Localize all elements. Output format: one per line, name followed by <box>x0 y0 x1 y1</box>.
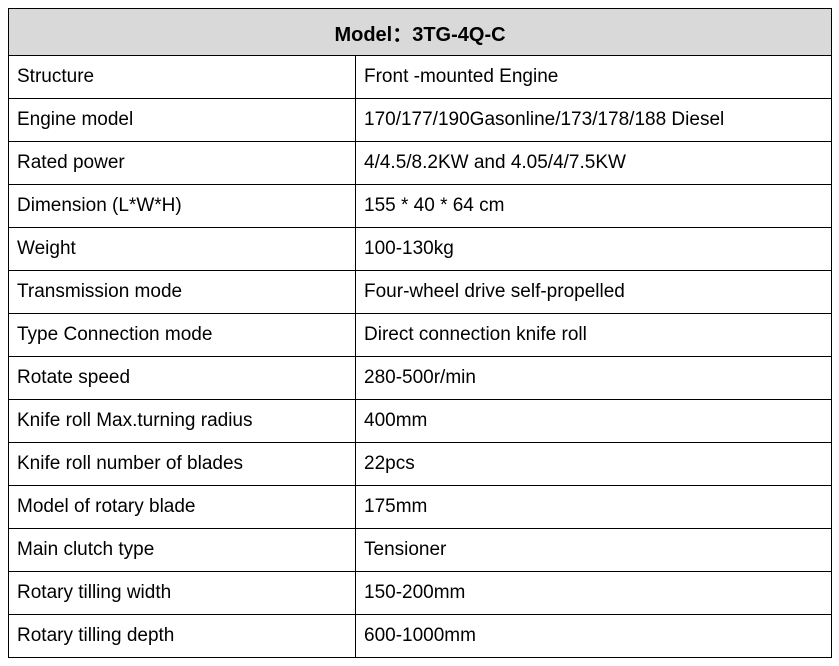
spec-value: 280-500r/min <box>356 357 832 400</box>
table-row: Knife roll Max.turning radius400mm <box>9 400 832 443</box>
spec-label: Engine model <box>9 99 356 142</box>
table-row: Rotary tilling depth600-1000mm <box>9 615 832 658</box>
spec-value: Four-wheel drive self-propelled <box>356 271 832 314</box>
spec-value: 155 * 40 * 64 cm <box>356 185 832 228</box>
table-row: Dimension (L*W*H)155 * 40 * 64 cm <box>9 185 832 228</box>
spec-table-body: StructureFront -mounted Engine Engine mo… <box>9 56 832 658</box>
spec-value: Front -mounted Engine <box>356 56 832 99</box>
spec-value: 4/4.5/8.2KW and 4.05/4/7.5KW <box>356 142 832 185</box>
spec-label: Rotate speed <box>9 357 356 400</box>
header-prefix: Model： <box>334 24 412 46</box>
table-header: Model：3TG-4Q-C <box>9 9 832 56</box>
spec-label: Type Connection mode <box>9 314 356 357</box>
spec-value: 100-130kg <box>356 228 832 271</box>
spec-value: 150-200mm <box>356 572 832 615</box>
spec-label: Knife roll number of blades <box>9 443 356 486</box>
table-row: Weight100-130kg <box>9 228 832 271</box>
table-row: Main clutch typeTensioner <box>9 529 832 572</box>
spec-label: Rated power <box>9 142 356 185</box>
spec-value: Direct connection knife roll <box>356 314 832 357</box>
spec-label: Model of rotary blade <box>9 486 356 529</box>
spec-label: Weight <box>9 228 356 271</box>
spec-value: 175mm <box>356 486 832 529</box>
header-model: 3TG-4Q-C <box>412 24 505 46</box>
table-header-row: Model：3TG-4Q-C <box>9 9 832 56</box>
spec-value: 600-1000mm <box>356 615 832 658</box>
spec-label: Structure <box>9 56 356 99</box>
table-row: Type Connection modeDirect connection kn… <box>9 314 832 357</box>
spec-label: Knife roll Max.turning radius <box>9 400 356 443</box>
table-row: Model of rotary blade175mm <box>9 486 832 529</box>
spec-value: 22pcs <box>356 443 832 486</box>
spec-label: Transmission mode <box>9 271 356 314</box>
spec-value: 400mm <box>356 400 832 443</box>
table-row: StructureFront -mounted Engine <box>9 56 832 99</box>
table-row: Rotate speed280-500r/min <box>9 357 832 400</box>
spec-label: Rotary tilling width <box>9 572 356 615</box>
spec-label: Dimension (L*W*H) <box>9 185 356 228</box>
spec-label: Main clutch type <box>9 529 356 572</box>
spec-label: Rotary tilling depth <box>9 615 356 658</box>
spec-table: Model：3TG-4Q-C StructureFront -mounted E… <box>8 8 832 658</box>
table-row: Rated power4/4.5/8.2KW and 4.05/4/7.5KW <box>9 142 832 185</box>
spec-value: Tensioner <box>356 529 832 572</box>
table-row: Rotary tilling width150-200mm <box>9 572 832 615</box>
table-row: Transmission modeFour-wheel drive self-p… <box>9 271 832 314</box>
table-row: Knife roll number of blades22pcs <box>9 443 832 486</box>
spec-value: 170/177/190Gasonline/173/178/188 Diesel <box>356 99 832 142</box>
table-row: Engine model170/177/190Gasonline/173/178… <box>9 99 832 142</box>
